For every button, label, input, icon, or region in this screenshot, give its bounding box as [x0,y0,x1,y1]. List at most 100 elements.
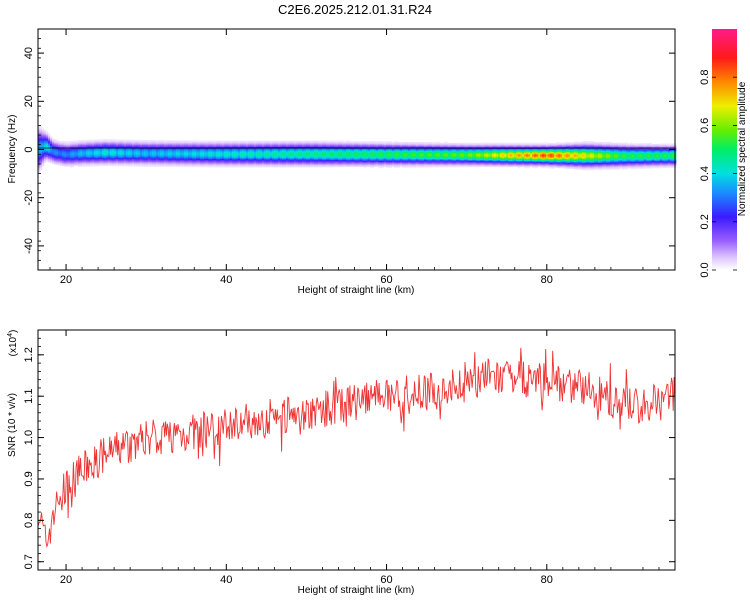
heatmap-cell [226,151,229,154]
heatmap-cell [62,146,65,149]
heatmap-cell [488,147,491,150]
heatmap-cell [426,146,429,149]
heatmap-cell [124,155,127,157]
heatmap-cell [252,143,255,145]
heatmap-cell [382,152,385,154]
heatmap-cell [330,147,333,150]
heatmap-cell [150,143,153,146]
heatmap-cell [228,161,231,163]
heatmap-cell [120,148,123,150]
heatmap-cell [292,145,295,148]
heatmap-cell [274,158,277,161]
heatmap-cell [202,161,205,163]
heatmap-cell [202,140,205,143]
heatmap-cell [112,156,115,158]
heatmap-cell [390,141,393,143]
heatmap-cell [306,155,309,157]
heatmap-cell [48,135,51,138]
heatmap-cell [342,147,345,150]
heatmap-cell [64,156,67,159]
heatmap-cell [220,140,223,143]
heatmap-cell [240,156,243,158]
heatmap-cell [380,144,383,147]
heatmap-cell [396,144,399,147]
heatmap-cell [450,147,453,150]
heatmap-cell [274,160,277,162]
heatmap-cell [184,145,187,147]
heatmap-cell [148,155,151,158]
heatmap-cell [324,156,327,158]
heatmap-cell [288,150,291,152]
heatmap-cell [138,162,141,165]
heatmap-cell [468,153,471,156]
heatmap-cell [464,145,467,147]
heatmap-cell [466,158,469,160]
heatmap-cell [192,153,195,156]
heatmap-cell [306,152,309,155]
heatmap-cell [450,146,453,149]
heatmap-cell [178,162,181,164]
heatmap-cell [384,160,387,162]
heatmap-cell [392,142,395,144]
heatmap-cell [208,151,211,153]
heatmap-cell [128,157,131,160]
heatmap-cell [274,151,277,154]
heatmap-cell [432,143,435,145]
heatmap-cell [490,152,493,154]
heatmap-cell [128,150,131,153]
heatmap-cell [236,146,239,149]
heatmap-cell [126,152,129,155]
heatmap-cell [140,158,143,160]
heatmap-cell [264,147,267,150]
heatmap-cell [436,145,439,148]
heatmap-cell [368,153,371,155]
heatmap-cell [150,156,153,159]
heatmap-cell [112,161,115,163]
heatmap-cell [80,159,83,161]
heatmap-cell [134,161,137,164]
heatmap-cell [212,140,215,143]
heatmap-cell [384,158,387,160]
heatmap-cell [270,146,273,149]
heatmap-cell [272,157,275,160]
heatmap-cell [148,141,151,143]
heatmap-cell [310,161,313,163]
heatmap-cell [64,165,67,167]
heatmap-cell [424,162,427,165]
heatmap-cell [438,165,441,168]
heatmap-cell [398,155,401,158]
heatmap-cell [134,144,137,147]
heatmap-cell [190,156,193,158]
heatmap-cell [98,160,101,162]
heatmap-cell [248,151,251,154]
heatmap-cell [196,162,199,164]
heatmap-cell [198,144,201,146]
heatmap-cell [398,165,401,167]
heatmap-cell [192,140,195,142]
heatmap-cell [348,164,351,166]
heatmap-cell [292,162,295,164]
heatmap-cell [480,145,483,147]
heatmap-cell [366,165,369,167]
heatmap-cell [446,161,449,163]
heatmap-cell [468,163,471,165]
heatmap-cell [438,155,441,157]
heatmap-cell [274,150,277,152]
heatmap-cell [108,162,111,164]
heatmap-cell [178,165,181,168]
heatmap-cell [460,151,463,153]
heatmap-cell [178,158,181,160]
heatmap-cell [296,152,299,155]
heatmap-cell [396,163,399,166]
heatmap-cell [176,160,179,163]
heatmap-cell [358,155,361,158]
heatmap-cell [96,160,99,162]
heatmap-cell [232,160,235,162]
heatmap-cell [236,150,239,152]
heatmap-cell [44,154,47,156]
heatmap-cell [340,160,343,163]
heatmap-cell [250,162,253,164]
heatmap-cell [190,147,193,150]
heatmap-cell [232,147,235,150]
heatmap-cell [336,148,339,151]
